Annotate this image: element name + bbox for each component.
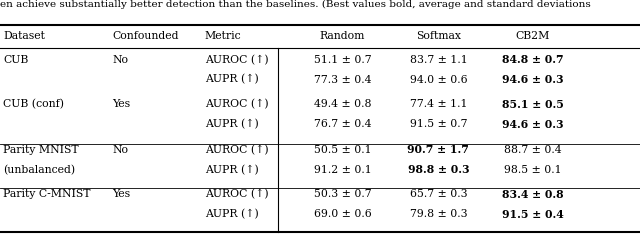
Text: AUPR (↑): AUPR (↑) [205,119,259,129]
Text: Yes: Yes [112,189,130,199]
Text: Softmax: Softmax [416,31,461,41]
Text: CUB: CUB [3,55,28,65]
Text: 83.4 ± 0.8: 83.4 ± 0.8 [502,189,563,200]
Text: Metric: Metric [205,31,241,41]
Text: 69.0 ± 0.6: 69.0 ± 0.6 [314,209,371,219]
Text: 83.7 ± 1.1: 83.7 ± 1.1 [410,55,467,65]
Text: 94.6 ± 0.3: 94.6 ± 0.3 [502,74,563,85]
Text: 94.0 ± 0.6: 94.0 ± 0.6 [410,75,467,84]
Text: CUB (conf): CUB (conf) [3,99,64,109]
Text: (unbalanced): (unbalanced) [3,165,76,175]
Text: Dataset: Dataset [3,31,45,41]
Text: AUROC (↑): AUROC (↑) [205,145,268,155]
Text: 94.6 ± 0.3: 94.6 ± 0.3 [502,118,563,130]
Text: AUROC (↑): AUROC (↑) [205,99,268,109]
Text: AUPR (↑): AUPR (↑) [205,165,259,175]
Text: No: No [112,145,128,155]
Text: 91.5 ± 0.7: 91.5 ± 0.7 [410,119,467,129]
Text: Parity MNIST: Parity MNIST [3,145,79,155]
Text: 88.7 ± 0.4: 88.7 ± 0.4 [504,145,561,155]
Text: 79.8 ± 0.3: 79.8 ± 0.3 [410,209,467,219]
Text: 49.4 ± 0.8: 49.4 ± 0.8 [314,99,371,109]
Text: 90.7 ± 1.7: 90.7 ± 1.7 [408,144,469,155]
Text: 77.3 ± 0.4: 77.3 ± 0.4 [314,75,371,84]
Text: Parity C-MNIST: Parity C-MNIST [3,189,91,199]
Text: 76.7 ± 0.4: 76.7 ± 0.4 [314,119,371,129]
Text: CB2M: CB2M [515,31,550,41]
Text: 98.8 ± 0.3: 98.8 ± 0.3 [408,164,469,175]
Text: AUPR (↑): AUPR (↑) [205,209,259,219]
Text: 65.7 ± 0.3: 65.7 ± 0.3 [410,189,467,199]
Text: Yes: Yes [112,99,130,109]
Text: 51.1 ± 0.7: 51.1 ± 0.7 [314,55,371,65]
Text: 84.8 ± 0.7: 84.8 ± 0.7 [502,54,563,65]
Text: Random: Random [320,31,365,41]
Text: 85.1 ± 0.5: 85.1 ± 0.5 [502,99,563,110]
Text: AUPR (↑): AUPR (↑) [205,74,259,85]
Text: en achieve substantially better detection than the baselines. (Best values bold,: en achieve substantially better detectio… [0,0,591,9]
Text: 91.2 ± 0.1: 91.2 ± 0.1 [314,165,371,175]
Text: 50.3 ± 0.7: 50.3 ± 0.7 [314,189,371,199]
Text: 98.5 ± 0.1: 98.5 ± 0.1 [504,165,561,175]
Text: AUROC (↑): AUROC (↑) [205,55,268,65]
Text: No: No [112,55,128,65]
Text: Confounded: Confounded [112,31,179,41]
Text: 50.5 ± 0.1: 50.5 ± 0.1 [314,145,371,155]
Text: 91.5 ± 0.4: 91.5 ± 0.4 [502,208,563,220]
Text: AUROC (↑): AUROC (↑) [205,189,268,199]
Text: 77.4 ± 1.1: 77.4 ± 1.1 [410,99,467,109]
